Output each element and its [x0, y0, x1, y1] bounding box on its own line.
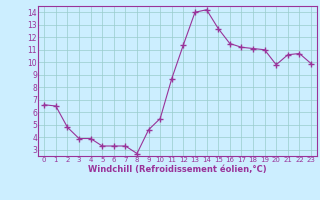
X-axis label: Windchill (Refroidissement éolien,°C): Windchill (Refroidissement éolien,°C)	[88, 165, 267, 174]
